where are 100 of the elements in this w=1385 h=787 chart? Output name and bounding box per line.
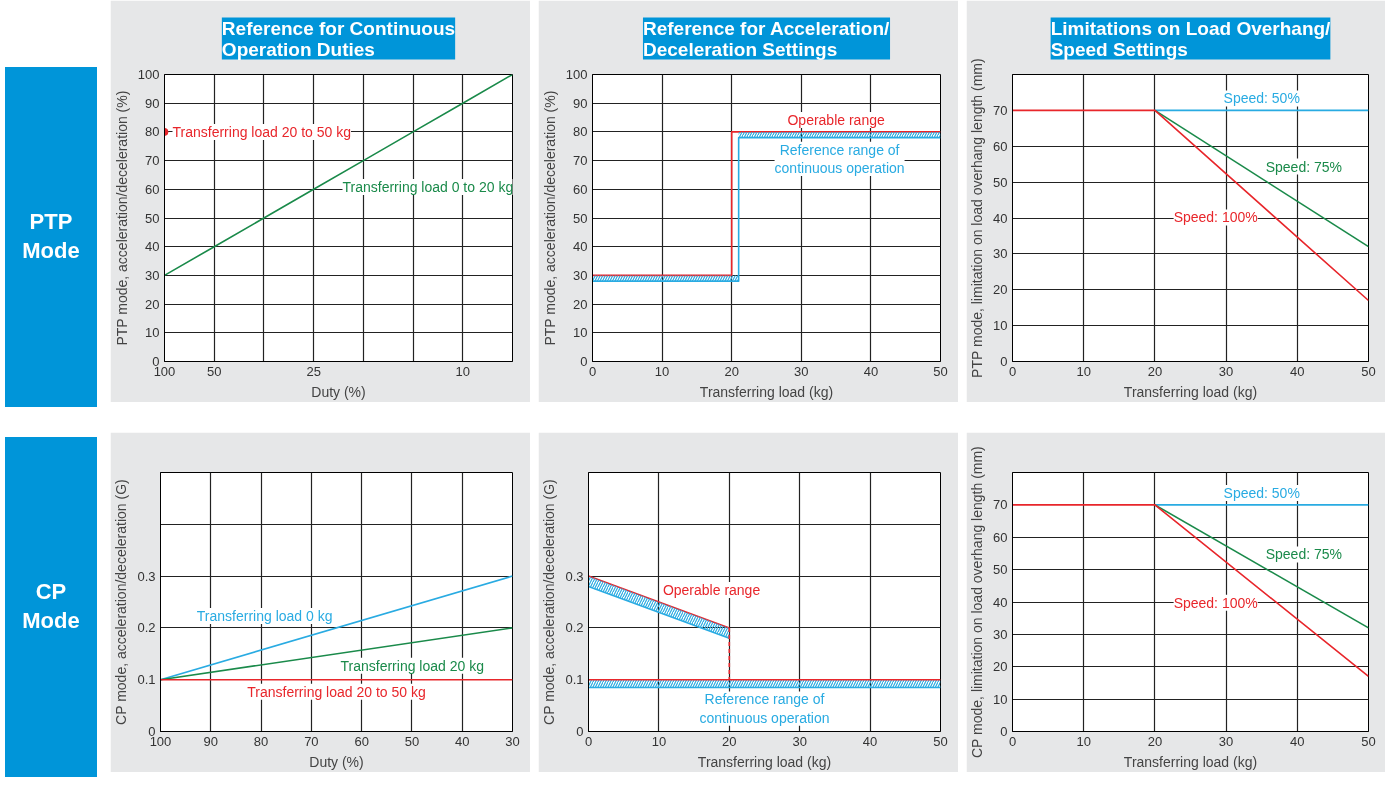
y-tick-label: 0.1 <box>565 672 584 688</box>
annotation: Transferring load 0 to 20 kg <box>342 178 514 195</box>
y-axis-title: CP mode, limitation on load overhang length (mm) <box>969 446 986 759</box>
annotation: Reference range of continuous operation <box>774 141 905 177</box>
y-tick-label: 50 <box>573 210 588 226</box>
y-axis-title: CP mode, acceleration/deceleration (G) <box>113 479 130 725</box>
annotation: Transferring load 20 to 50 kg <box>172 123 351 140</box>
y-tick-label: 30 <box>993 626 1008 642</box>
y-axis-title: PTP mode, acceleration/deceleration (%) <box>113 90 130 346</box>
x-axis-title: Transferring load (kg) <box>1123 383 1258 400</box>
y-tick-label: 0.3 <box>137 568 156 584</box>
y-tick-label: 80 <box>145 124 160 140</box>
x-tick-label: 50 <box>1361 733 1376 749</box>
y-tick-label: 70 <box>145 153 160 169</box>
x-tick-label: 30 <box>794 363 809 379</box>
x-tick-label: 10 <box>1076 363 1091 379</box>
y-tick-label: 100 <box>137 67 160 82</box>
y-tick-label: 20 <box>993 282 1008 298</box>
y-tick-label: 70 <box>993 497 1008 513</box>
annotation: Operable range <box>662 582 761 598</box>
x-axis-title: Duty (%) <box>309 753 364 770</box>
x-tick-label: 30 <box>1218 733 1234 749</box>
x-tick-label: 50 <box>933 733 948 749</box>
x-tick-label: 50 <box>206 363 222 379</box>
y-tick-label: 40 <box>145 239 160 255</box>
annotation: Operable range <box>787 111 885 128</box>
y-axis-title: PTP mode, acceleration/deceleration (%) <box>541 90 558 346</box>
y-tick-label: 20 <box>993 659 1008 675</box>
y-tick-label: 10 <box>993 691 1008 707</box>
x-axis-title: Transferring load (kg) <box>1123 753 1258 770</box>
x-tick-label: 40 <box>1290 733 1305 749</box>
y-tick-label: 70 <box>573 153 588 169</box>
line-series <box>164 74 513 277</box>
chart-title: Reference for Acceleration/ Deceleration Settings <box>642 17 891 60</box>
annotation: Reference range of continuous operation <box>699 691 830 726</box>
y-tick-label: 30 <box>145 267 160 283</box>
x-tick-label: 20 <box>1147 733 1163 749</box>
x-tick-label: 30 <box>505 733 520 749</box>
x-tick-label: 40 <box>1290 363 1305 379</box>
text: PTP Mode <box>5 67 97 407</box>
x-tick-label: 90 <box>203 733 219 749</box>
x-tick-label: 30 <box>792 733 807 749</box>
x-tick-label: 10 <box>651 733 667 749</box>
y-tick-label: 20 <box>145 296 160 312</box>
annotation: Transferring load 20 kg <box>340 657 484 674</box>
x-tick-label: 50 <box>404 733 420 749</box>
annotation: Transferring load 0 kg <box>196 607 333 624</box>
x-tick-label: 25 <box>306 363 321 379</box>
x-tick-label: 10 <box>455 363 471 379</box>
y-tick-label: 10 <box>993 318 1008 334</box>
x-axis-title: Duty (%) <box>311 383 366 400</box>
annotation: Speed: 100% <box>1173 594 1258 611</box>
annotation: Speed: 75% <box>1265 158 1342 175</box>
y-tick-label: 80 <box>573 124 588 140</box>
y-tick-label: 10 <box>573 325 588 341</box>
annotation: Speed: 75% <box>1265 546 1342 563</box>
x-tick-label: 70 <box>304 733 319 749</box>
x-tick-label: 40 <box>863 363 879 379</box>
annotation: Speed: 50% <box>1223 484 1300 501</box>
y-tick-label: 40 <box>993 594 1008 610</box>
x-tick-label: 20 <box>1147 363 1163 379</box>
y-tick-label: 40 <box>573 239 588 255</box>
y-tick-label: 30 <box>573 267 588 283</box>
x-tick-label: 10 <box>654 363 670 379</box>
x-axis-title: Transferring load (kg) <box>697 753 832 770</box>
y-axis-title: PTP mode, limitation on load overhang length (mm) <box>969 58 986 378</box>
y-tick-label: 0.1 <box>137 672 156 688</box>
x-tick-label: 40 <box>862 733 878 749</box>
x-tick-label: 20 <box>722 733 737 749</box>
x-tick-label: 60 <box>354 733 369 749</box>
chart-title: Reference for Continuous Operation Duties <box>221 17 456 60</box>
y-tick-label: 20 <box>573 296 588 312</box>
y-tick-label: 50 <box>993 174 1008 190</box>
y-tick-label: 0.2 <box>565 620 584 636</box>
y-tick-label: 100 <box>565 67 588 82</box>
y-tick-label: 50 <box>993 562 1008 578</box>
y-tick-label: 90 <box>573 95 588 111</box>
annotation: Speed: 100% <box>1173 209 1258 226</box>
x-tick-label: 40 <box>454 733 470 749</box>
x-axis-title: Transferring load (kg) <box>699 383 834 400</box>
x-tick-label: 50 <box>1361 363 1376 379</box>
chart-title: Limitations on Load Overhang/ Speed Settings <box>1050 17 1332 60</box>
y-tick-label: 0.3 <box>565 568 584 584</box>
y-tick-label: 10 <box>145 325 160 341</box>
x-tick-label: 80 <box>253 733 269 749</box>
x-tick-label: 20 <box>724 363 739 379</box>
annotation: Transferring load 20 to 50 kg <box>247 683 426 700</box>
y-tick-label: 60 <box>573 181 588 197</box>
y-tick-label: 60 <box>993 529 1008 545</box>
y-tick-label: 30 <box>993 246 1008 262</box>
y-tick-label: 90 <box>145 95 160 111</box>
y-tick-label: 0.2 <box>137 620 156 636</box>
annotation: Speed: 50% <box>1223 90 1300 107</box>
y-tick-label: 70 <box>993 102 1008 118</box>
x-tick-label: 30 <box>1218 363 1234 379</box>
y-tick-label: 40 <box>993 210 1008 226</box>
x-tick-label: 10 <box>1076 733 1091 749</box>
x-tick-label: 50 <box>933 363 948 379</box>
y-tick-label: 60 <box>993 138 1008 154</box>
text: CP Mode <box>5 437 97 777</box>
